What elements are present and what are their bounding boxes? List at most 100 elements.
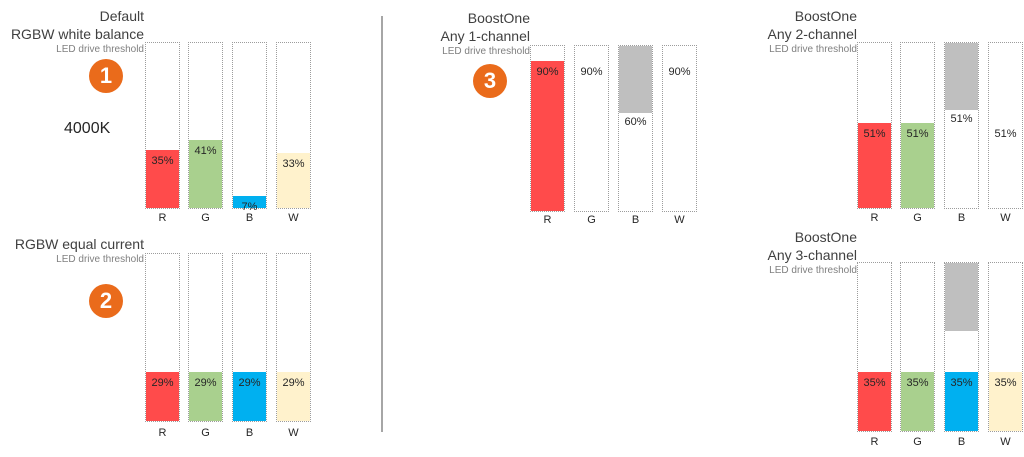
bar-value-label: 90% xyxy=(536,65,559,78)
channel-axis-label: W xyxy=(288,427,299,439)
panel-1-bar-G: 41% xyxy=(188,42,223,209)
panel-3-bar-R: 90% xyxy=(530,45,565,212)
channel-axis-label: W xyxy=(674,214,685,226)
bar-value-label: 33% xyxy=(282,157,305,170)
panel-3-bar-G: 90% xyxy=(574,45,609,212)
channel-fill xyxy=(146,149,179,208)
panel-5-bar-B: 35% xyxy=(944,262,979,432)
panel-4-bar-B: 51% xyxy=(944,42,979,209)
channel-fill xyxy=(233,372,266,421)
bar-value-label: 51% xyxy=(863,127,886,140)
channel-axis-label: R xyxy=(870,436,879,448)
channel-axis-label: B xyxy=(245,427,254,439)
panel-4-heading: BoostOne Any 2-channel LED drive thresho… xyxy=(767,8,857,56)
channel-axis-label: R xyxy=(158,212,167,224)
panel-4-bar-W: 51% xyxy=(988,42,1023,209)
panel-5-bar-W: 35% xyxy=(988,262,1023,432)
panel-1-subtitle: LED drive threshold xyxy=(56,44,144,55)
bar-value-label: 29% xyxy=(194,376,217,389)
panel-2-title-line-1: RGBW equal current xyxy=(14,236,144,252)
bar-value-label: 35% xyxy=(994,376,1017,389)
section-divider xyxy=(381,16,383,432)
channel-fill xyxy=(233,196,266,208)
panel-5-bar-G: 35% xyxy=(900,262,935,432)
channel-axis-label: B xyxy=(957,436,966,448)
panel-5-bar-R: 35% xyxy=(857,262,892,432)
channel-axis-label: W xyxy=(288,212,299,224)
panel-2-heading: RGBW equal current LED drive threshold xyxy=(15,236,144,266)
channel-fill xyxy=(189,372,222,421)
panel-3-bar-W: 90% xyxy=(662,45,697,212)
bar-value-label: 7% xyxy=(241,201,258,214)
reserved-headroom-block xyxy=(945,263,978,331)
panel-4-bar-G: 51% xyxy=(900,42,935,209)
panel-3-number-badge: 3 xyxy=(473,64,507,98)
channel-fill xyxy=(901,371,934,431)
panel-3-bar-B: 60% xyxy=(618,45,653,212)
channel-fill xyxy=(277,152,310,208)
channel-axis-label: B xyxy=(957,212,966,224)
panel-3-heading: BoostOne Any 1-channel LED drive thresho… xyxy=(440,10,530,58)
channel-axis-label: G xyxy=(201,212,210,224)
bar-value-label: 29% xyxy=(238,376,261,389)
panel-1-bar-W: 33% xyxy=(276,42,311,209)
channel-axis-label: G xyxy=(913,436,922,448)
panel-1-heading: Default RGBW white balance LED drive thr… xyxy=(11,8,144,56)
panel-1-title-line-2: RGBW white balance xyxy=(10,26,144,42)
channel-axis-label: R xyxy=(543,214,552,226)
bar-value-label: 90% xyxy=(580,65,603,78)
bar-value-label: 90% xyxy=(668,65,691,78)
panel-2-bar-G: 29% xyxy=(188,253,223,422)
panel-5-heading: BoostOne Any 3-channel LED drive thresho… xyxy=(767,229,857,277)
panel-4-subtitle: LED drive threshold xyxy=(769,44,857,55)
panel-4-title-line-1: BoostOne xyxy=(794,8,857,24)
bar-value-label: 51% xyxy=(950,112,973,125)
panel-3-title-line-2: Any 1-channel xyxy=(440,28,530,44)
channel-fill xyxy=(858,371,891,431)
panel-4-bar-R: 51% xyxy=(857,42,892,209)
channel-axis-label: B xyxy=(631,214,640,226)
channel-axis-label: G xyxy=(913,212,922,224)
bar-value-label: 29% xyxy=(282,376,305,389)
color-temperature-label: 4000K xyxy=(64,120,111,137)
reserved-headroom-block xyxy=(945,43,978,110)
panel-2-bar-W: 29% xyxy=(276,253,311,422)
channel-axis-label: W xyxy=(1000,436,1011,448)
channel-axis-label: B xyxy=(245,212,254,224)
panel-5-title-line-1: BoostOne xyxy=(794,229,857,245)
panel-5-title-line-2: Any 3-channel xyxy=(767,247,857,263)
channel-fill xyxy=(945,371,978,431)
panel-2-subtitle: LED drive threshold xyxy=(56,254,144,265)
panel-2-bar-R: 29% xyxy=(145,253,180,422)
panel-3-title-line-1: BoostOne xyxy=(467,10,530,26)
panel-4-title-line-2: Any 2-channel xyxy=(767,26,857,42)
bar-value-label: 29% xyxy=(151,376,174,389)
bar-value-label: 51% xyxy=(906,127,929,140)
channel-axis-label: W xyxy=(1000,212,1011,224)
panel-1-number-badge: 1 xyxy=(89,59,123,93)
bar-value-label: 35% xyxy=(906,376,929,389)
panel-1-bar-B: 7% xyxy=(232,42,267,213)
panel-3-subtitle: LED drive threshold xyxy=(442,46,530,57)
channel-fill xyxy=(531,60,564,211)
panel-1-bar-R: 35% xyxy=(145,42,180,209)
bar-value-label: 60% xyxy=(624,115,647,128)
panel-5-subtitle: LED drive threshold xyxy=(769,265,857,276)
channel-fill xyxy=(146,372,179,421)
bar-value-label: 51% xyxy=(994,127,1017,140)
channel-fill xyxy=(989,371,1022,431)
channel-axis-label: R xyxy=(870,212,879,224)
panel-2-number-badge: 2 xyxy=(89,284,123,318)
channel-axis-label: G xyxy=(587,214,596,226)
panel-1-title-line-1: Default xyxy=(99,8,144,24)
channel-fill xyxy=(189,139,222,208)
bar-value-label: 35% xyxy=(863,376,886,389)
channel-fill xyxy=(901,122,934,208)
reserved-headroom-block xyxy=(619,46,652,113)
panel-2-bar-B: 29% xyxy=(232,253,267,422)
channel-fill xyxy=(858,122,891,208)
bar-value-label: 35% xyxy=(151,154,174,167)
bar-value-label: 35% xyxy=(950,376,973,389)
channel-axis-label: G xyxy=(201,427,210,439)
channel-fill xyxy=(277,372,310,421)
